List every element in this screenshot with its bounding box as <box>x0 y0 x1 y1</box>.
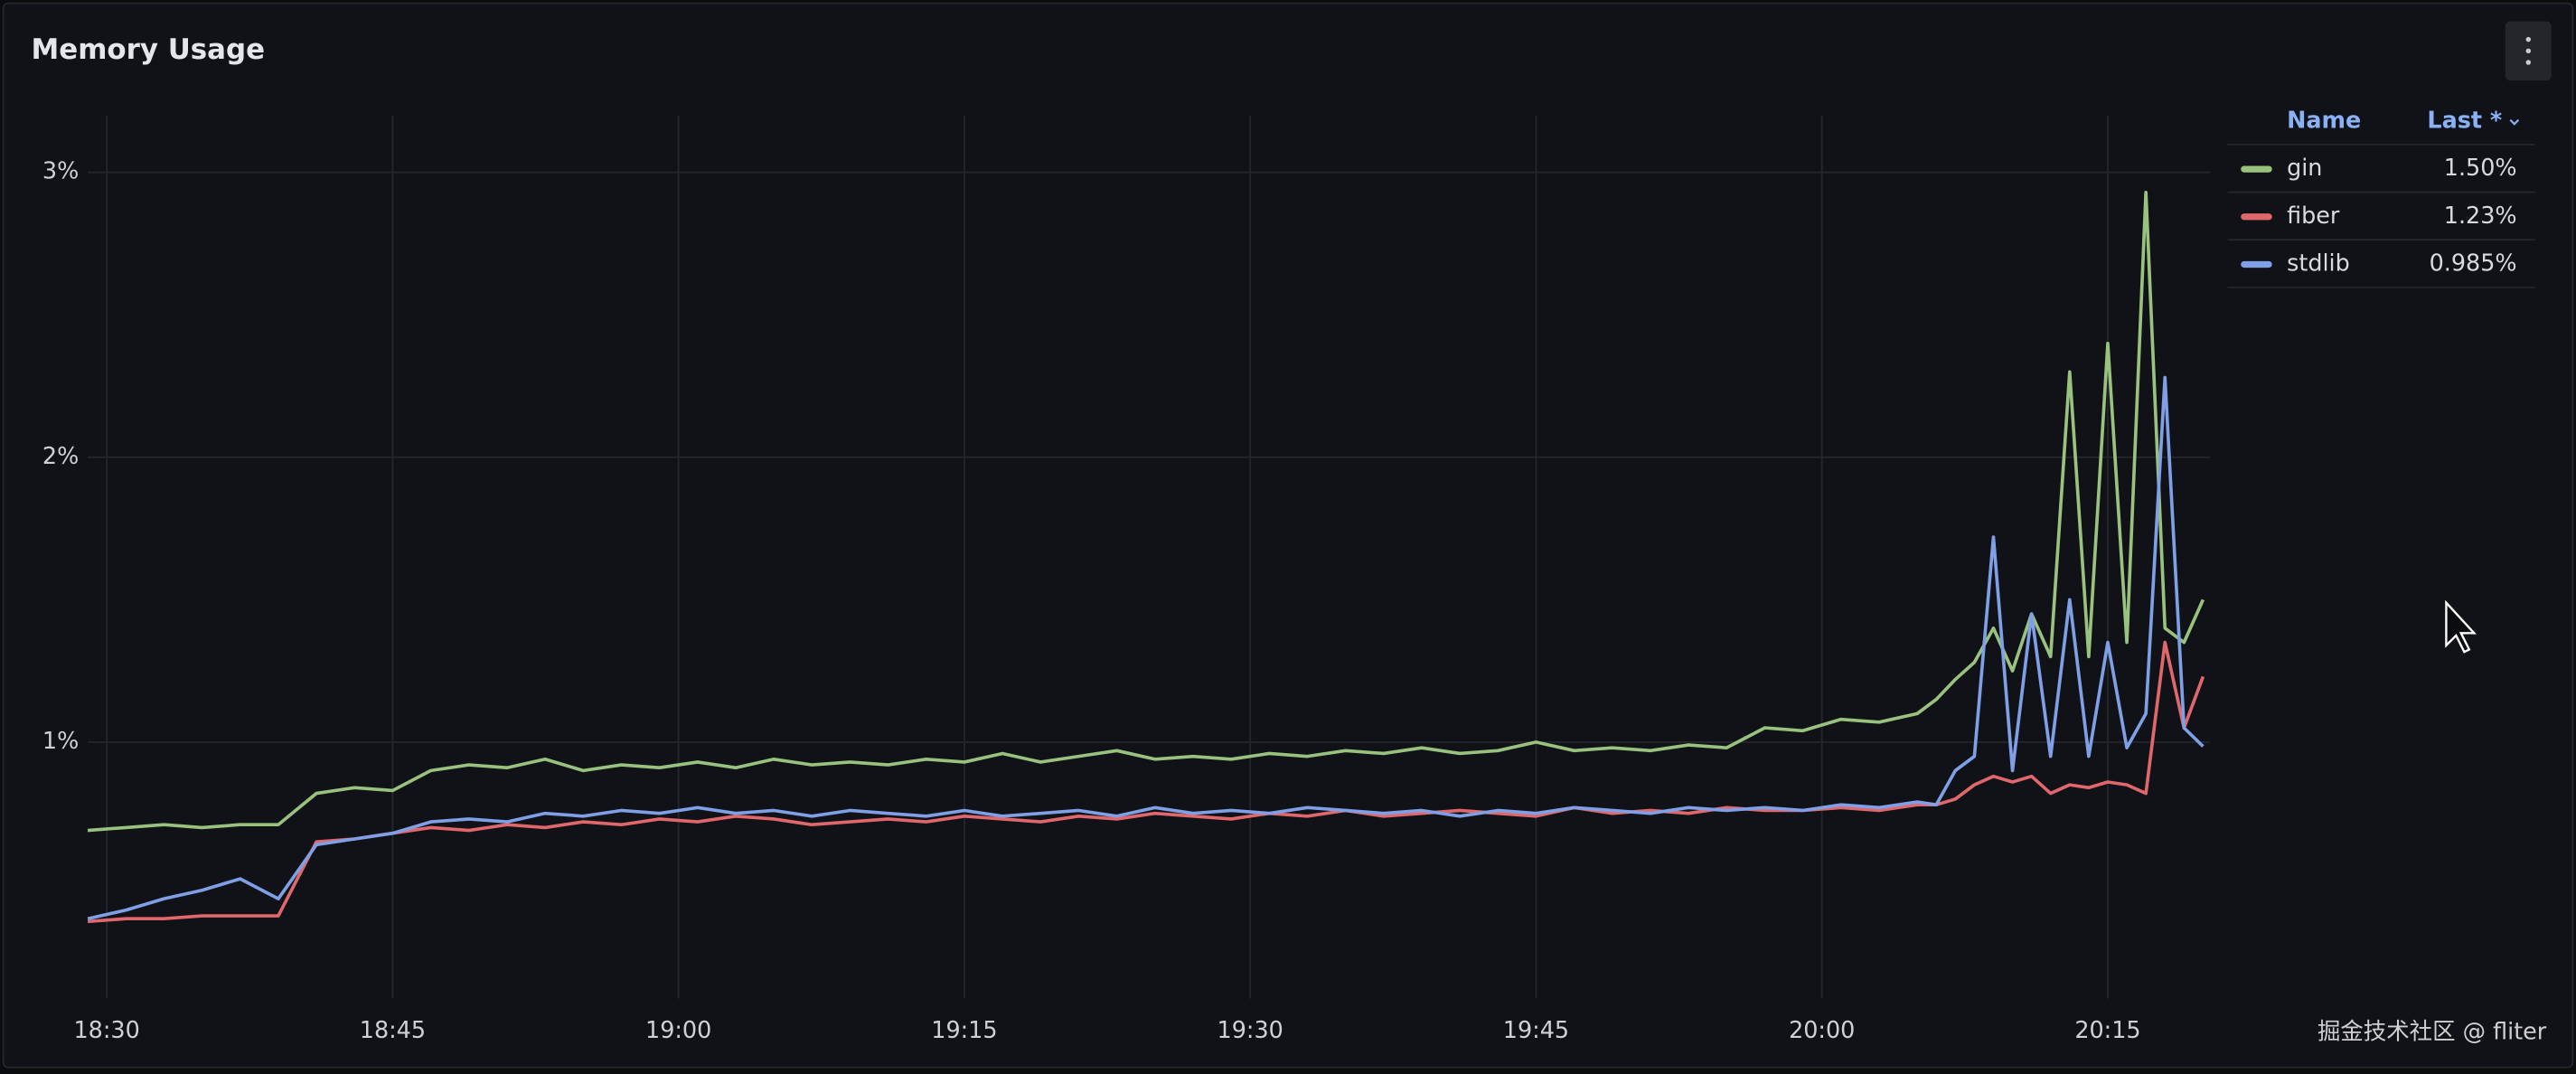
watermark: 掘金技术社区 @ fliter <box>2317 1018 2547 1045</box>
legend-name: gin <box>2287 154 2322 181</box>
legend-name: fiber <box>2287 202 2340 229</box>
legend-header[interactable]: Name <box>2287 106 2361 133</box>
x-tick-label: 19:00 <box>645 1016 711 1043</box>
y-tick-label: 2% <box>42 442 79 469</box>
x-tick-label: 20:00 <box>1789 1016 1855 1043</box>
legend-name: stdlib <box>2287 249 2350 276</box>
legend-last: 1.23% <box>2444 202 2517 229</box>
menu-dot <box>2525 60 2532 65</box>
legend-last: 0.985% <box>2430 249 2517 276</box>
x-tick-label: 20:15 <box>2074 1016 2140 1043</box>
menu-dot <box>2525 36 2532 42</box>
sort-icon <box>2509 118 2520 126</box>
lines <box>87 190 2205 924</box>
cursor <box>2445 599 2477 654</box>
menu-dot <box>2525 48 2532 54</box>
x-tick-label: 19:45 <box>1503 1016 1569 1043</box>
panel-title: Memory Usage <box>32 33 266 66</box>
x-tick-label: 19:15 <box>931 1016 997 1043</box>
series-line <box>87 375 2205 920</box>
series-line <box>87 640 2205 924</box>
x-tick-label: 19:30 <box>1217 1016 1283 1043</box>
legend-last: 1.50% <box>2444 154 2517 181</box>
legend-header[interactable]: Last * <box>2427 106 2502 133</box>
x-tick-label: 18:30 <box>74 1016 140 1043</box>
y-tick-label: 3% <box>42 157 79 184</box>
x-tick-label: 18:45 <box>360 1016 426 1043</box>
grid: 1% 2% 3% 18:30 18:45 19:00 19:15 19:30 19:45 20:0… <box>42 115 2210 1043</box>
menu-button[interactable] <box>2505 21 2552 81</box>
y-tick-label: 1% <box>42 727 79 754</box>
legend: Name Last * gin 1.50% fiber 1.23% stdlib 0.98… <box>2227 106 2535 288</box>
